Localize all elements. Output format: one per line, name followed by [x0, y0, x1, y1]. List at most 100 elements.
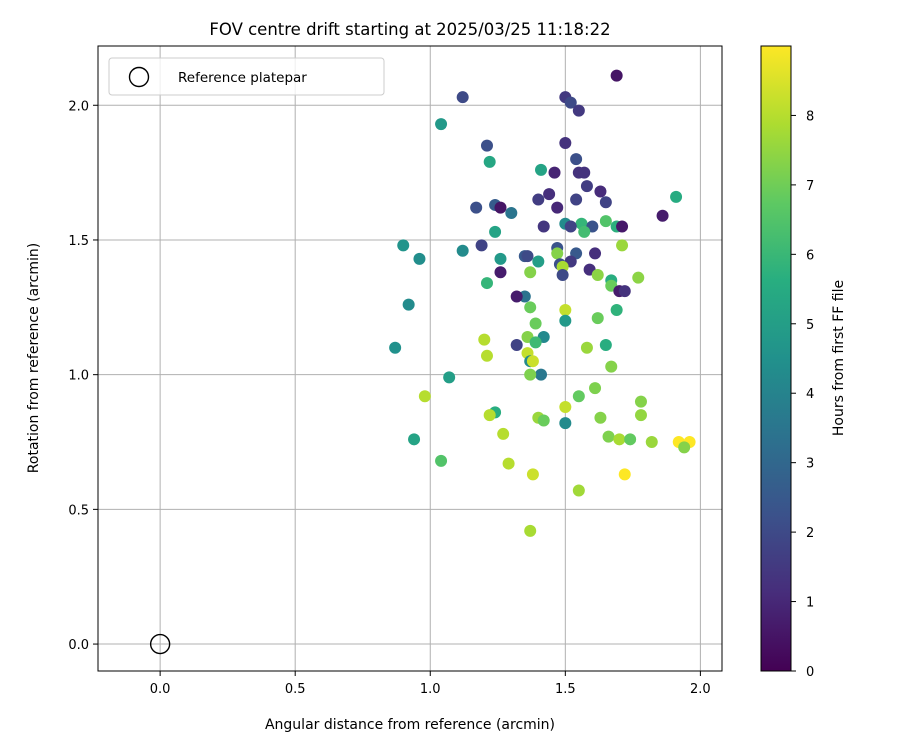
y-tick-label: 0.5 — [68, 503, 89, 518]
data-point — [559, 417, 572, 430]
data-point — [589, 247, 602, 260]
data-point — [494, 266, 507, 279]
colorbar-tick-label: 6 — [806, 248, 814, 263]
data-point — [594, 411, 607, 424]
colorbar-tick-label: 2 — [806, 526, 814, 541]
data-point — [478, 333, 491, 346]
data-point — [435, 454, 448, 467]
data-point — [618, 468, 631, 481]
data-point — [524, 368, 537, 381]
x-axis-label: Angular distance from reference (arcmin) — [265, 717, 555, 733]
x-tick-label: 1.0 — [420, 682, 441, 697]
colorbar-tick-label: 4 — [806, 387, 814, 402]
data-point — [483, 409, 496, 422]
data-point — [537, 414, 550, 427]
data-point — [556, 268, 569, 281]
data-point — [589, 382, 602, 395]
colorbar-label: Hours from first FF file — [831, 280, 847, 436]
data-point — [594, 185, 607, 198]
data-point — [551, 201, 564, 214]
data-point — [572, 390, 585, 403]
data-point — [599, 196, 612, 209]
legend-box — [108, 57, 385, 96]
data-point — [564, 220, 577, 233]
reference-platepar-marker — [149, 633, 171, 655]
chart-title: FOV centre drift starting at 2025/03/25 … — [209, 20, 610, 39]
colorbar-tick-label: 7 — [806, 179, 814, 194]
data-point — [624, 433, 637, 446]
y-tick-label: 0.0 — [68, 638, 89, 653]
data-point — [389, 341, 402, 354]
data-point — [634, 395, 647, 408]
data-point — [537, 220, 550, 233]
data-point — [551, 247, 564, 260]
grid-lines — [98, 46, 722, 671]
data-point — [532, 255, 545, 268]
data-point — [510, 290, 523, 303]
data-point — [456, 91, 469, 104]
data-point — [632, 271, 645, 284]
data-point — [678, 441, 691, 454]
data-point — [580, 180, 593, 193]
x-tick-label: 0.5 — [285, 682, 306, 697]
data-point — [599, 215, 612, 228]
data-point — [535, 163, 548, 176]
colorbar-tick-label: 0 — [806, 665, 814, 680]
colorbar-gradient — [760, 45, 792, 672]
data-point — [494, 252, 507, 265]
data-point — [645, 436, 658, 449]
data-point — [502, 457, 515, 470]
data-point — [578, 166, 591, 179]
data-point — [480, 277, 493, 290]
reference-point-marker — [149, 633, 171, 655]
data-point — [559, 314, 572, 327]
data-point — [510, 339, 523, 352]
data-point — [591, 312, 604, 325]
data-point — [475, 239, 488, 252]
data-point — [605, 360, 618, 373]
data-point — [529, 317, 542, 330]
data-point — [634, 409, 647, 422]
colorbar: 0 1 2 3 4 5 6 7 8 Hours from first FF file — [760, 45, 847, 680]
x-tick-label: 2.0 — [690, 682, 711, 697]
legend: Reference platepar — [108, 57, 385, 96]
legend-reference-marker — [128, 66, 150, 88]
data-point — [456, 244, 469, 257]
data-point — [670, 190, 683, 203]
data-point — [532, 193, 545, 206]
data-point — [578, 225, 591, 238]
data-point — [494, 201, 507, 214]
data-point — [570, 153, 583, 166]
data-point — [564, 96, 577, 109]
data-point — [572, 484, 585, 497]
y-tick-label: 1.0 — [68, 369, 89, 384]
data-point — [418, 390, 431, 403]
data-point — [559, 400, 572, 413]
data-point — [559, 136, 572, 149]
data-point — [529, 336, 542, 349]
data-point — [548, 166, 561, 179]
data-point — [505, 207, 518, 220]
data-points — [389, 69, 696, 537]
data-point — [408, 433, 421, 446]
data-point — [402, 298, 415, 311]
data-point — [483, 155, 496, 168]
data-point — [610, 69, 623, 82]
data-point — [602, 430, 615, 443]
legend-entry-reference-platepar: Reference platepar — [178, 70, 307, 86]
data-point — [480, 349, 493, 362]
x-tick-label: 1.5 — [555, 682, 576, 697]
colorbar-tick-label: 1 — [806, 596, 814, 611]
data-point — [497, 427, 510, 440]
data-point — [580, 341, 593, 354]
data-point — [610, 304, 623, 317]
data-point — [524, 301, 537, 314]
axis-ticks: 0.0 0.5 1.0 1.5 2.0 0.0 0.5 1.0 1.5 2.0 — [68, 99, 710, 697]
data-point — [616, 239, 629, 252]
colorbar-tick-label: 5 — [806, 318, 814, 333]
data-point — [591, 268, 604, 281]
data-point — [521, 250, 534, 263]
data-point — [543, 188, 556, 201]
data-point — [413, 252, 426, 265]
data-point — [489, 225, 502, 238]
